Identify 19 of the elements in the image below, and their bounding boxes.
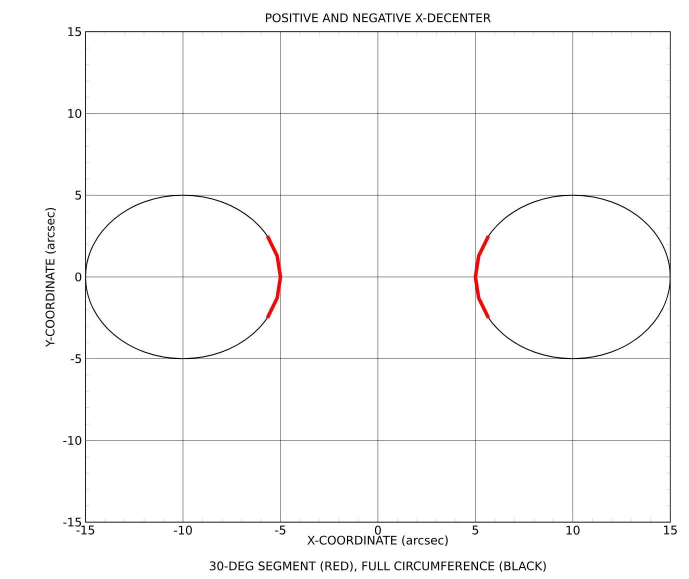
y-tick-label: 0 [75, 272, 82, 282]
y-tick-label: 10 [68, 109, 82, 118]
y-tick-label: -5 [70, 354, 82, 364]
chart-title: POSITIVE AND NEGATIVE X-DECENTER [266, 13, 491, 22]
y-axis-title: Y-COORDINATE (arcsec) [45, 208, 56, 348]
x-tick-label: -5 [275, 526, 286, 535]
x-axis-title: X-COORDINATE (arcsec) [307, 536, 448, 546]
text: 30-DEG SEGMENT (RED), FULL CIRCUMFERENCE (BLACK) [210, 561, 546, 572]
line-series [474, 234, 490, 320]
x-tick-label: 10 [566, 526, 580, 535]
line-series [266, 234, 282, 320]
x-tick-label: 5 [472, 526, 478, 535]
x-tick-label: 0 [374, 526, 381, 535]
y-tick-label: 15 [68, 27, 82, 36]
x-tick-label: 15 [664, 526, 677, 535]
x-tick-label: -10 [174, 526, 192, 535]
y-tick-label: 5 [75, 190, 82, 200]
y-tick-label: -10 [63, 436, 82, 446]
y-tick-label: -15 [63, 518, 82, 527]
